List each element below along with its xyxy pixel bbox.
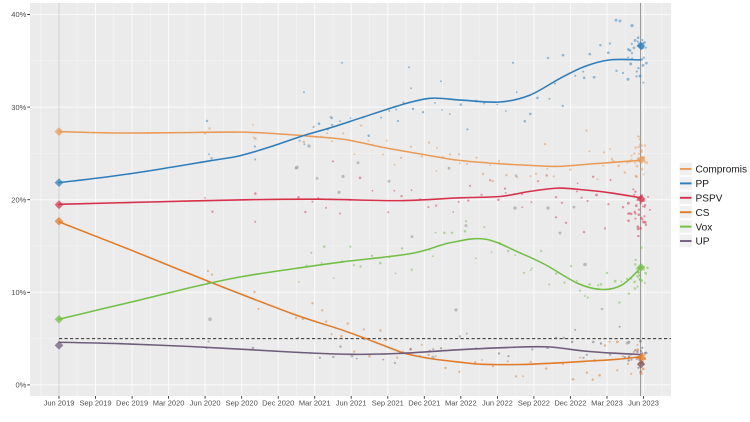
svg-text:Dec 2021: Dec 2021 [408,399,440,408]
svg-text:Jun 2021: Jun 2021 [336,399,367,408]
svg-text:Mar 2020: Mar 2020 [153,399,185,408]
svg-text:Mar 2023: Mar 2023 [591,399,623,408]
svg-text:Mar 2021: Mar 2021 [299,399,331,408]
svg-text:20%: 20% [11,195,26,204]
svg-text:Vox: Vox [696,222,713,233]
svg-text:10%: 10% [11,288,26,297]
svg-text:Jun 2022: Jun 2022 [482,399,513,408]
svg-text:Sep 2022: Sep 2022 [518,399,550,408]
svg-text:Dec 2022: Dec 2022 [554,399,586,408]
svg-text:PSPV: PSPV [696,194,723,205]
svg-text:PP: PP [696,179,710,190]
svg-text:Sep 2020: Sep 2020 [226,399,258,408]
svg-text:Compromis: Compromis [696,165,748,176]
svg-text:Sep 2019: Sep 2019 [79,399,111,408]
svg-text:40%: 40% [11,10,26,19]
svg-text:Jun 2020: Jun 2020 [190,399,221,408]
svg-text:Dec 2020: Dec 2020 [262,399,294,408]
svg-text:0%: 0% [15,381,26,390]
svg-text:30%: 30% [11,103,26,112]
svg-text:CS: CS [696,208,710,219]
svg-text:Dec 2019: Dec 2019 [116,399,148,408]
svg-text:Jun 2023: Jun 2023 [628,399,659,408]
svg-text:Mar 2022: Mar 2022 [445,399,477,408]
svg-text:Sep 2021: Sep 2021 [372,399,404,408]
svg-text:Jun 2019: Jun 2019 [44,399,75,408]
svg-text:UP: UP [696,237,710,248]
